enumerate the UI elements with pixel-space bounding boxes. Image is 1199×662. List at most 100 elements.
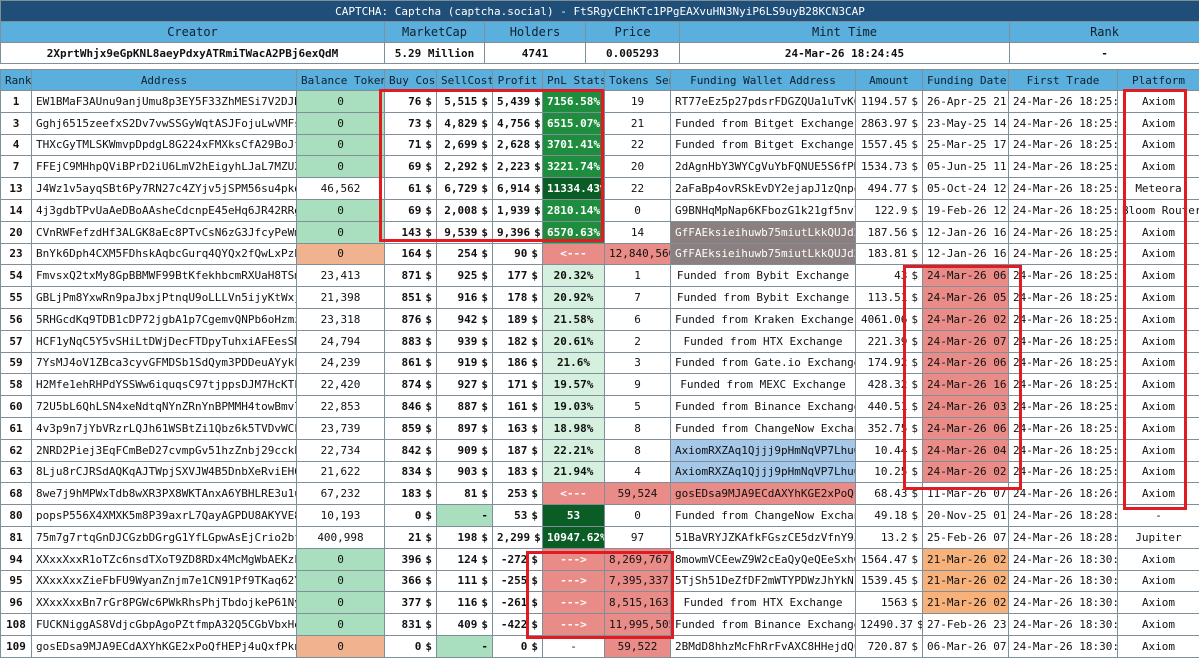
address-cell[interactable]: J4Wz1v5ayqSBt6Py7RN27c4ZYjv5jSPM56su4pkd… (31, 177, 297, 200)
funding-wallet-cell[interactable]: Funded from Binance Exchange (670, 613, 856, 636)
table-row[interactable]: 60 72U5bL6QhLSN4xeNdtqNYnZRnYnBPMMH4towBm… (0, 395, 1199, 418)
table-row[interactable]: 3 Gghj6515zeefxS2Dv7vwSSGyWqtASJFojuLwVMF… (0, 111, 1199, 135)
funding-wallet-cell[interactable]: Funded from Binance Exchange (670, 395, 856, 418)
address-cell[interactable]: FFEjC9MHhpQViBPrD2iU6LmV2hEigyhLJaL7MZUZ… (31, 155, 297, 179)
table-row[interactable]: 58 H2Mfe1ehRHPdYSSWw6iquqsC97tjppsDJM7HcK… (0, 373, 1199, 397)
first-trade-cell: 24-Mar-26 18:30:19 (1008, 547, 1118, 571)
funding-wallet-cell[interactable]: RT77eEz5p27pdsrFDGZQUa1uTvK6JV (670, 90, 856, 113)
address-cell[interactable]: XXxxXxxBn7rGr8PGWc6PWkRhsPhjTbdojkeP61Ny… (31, 591, 297, 615)
funding-date-cell: 21-Mar-26 02:04 (922, 569, 1009, 593)
address-cell[interactable]: FUCKNiggAS8VdjcGbpAgoPZtfmpA32Q5CGbVbxHe… (31, 613, 297, 636)
table-row[interactable]: 57 HCF1yNqC5Y5vSHiLtDWjDecFTDpyTuhxiAFEes… (0, 329, 1199, 353)
funding-wallet-cell[interactable]: 2dAgnHbY3WYCgVuYbFQNUE5S6fPHh2 (670, 155, 856, 179)
table-row[interactable]: 61 4v3p9n7jYbVRzrLQJh61WSBtZi1Qbz6k5TVDvW… (0, 416, 1199, 440)
funding-wallet-cell[interactable]: Funded from ChangeNow Exchange (670, 504, 856, 527)
address-cell[interactable]: XXxxXxxR1oTZc6nsdTXoT9ZD8RDx4McMgWbAEKzk… (31, 547, 297, 571)
funding-wallet-cell[interactable]: Funded from Bybit Exchange (670, 286, 856, 309)
address-cell[interactable]: 5RHGcdKq9TDB1cDP72jgbA1p7CgemvQNPb6oHzmz… (31, 307, 297, 331)
address-cell[interactable]: 2NRD2Piej3EqFCmBeD27cvmpGv51hzZnbj29cckE… (31, 438, 297, 462)
funding-wallet-cell[interactable]: Funded from ChangeNow Exchange (670, 416, 856, 440)
address-cell[interactable]: THXcGyTMLSKWmvpDpdgL8G224xFMXksCfA29BoJf… (31, 133, 297, 157)
col-tokens-sent-header[interactable]: Tokens Sent (604, 69, 671, 91)
funding-wallet-cell[interactable]: 8mowmVCEewZ9W2cEaQyQeQEeSxhGr1 (670, 547, 856, 571)
address-cell[interactable]: 7YsMJ4oV1ZBca3cyvGFMDSb1SdQym3PDDeuAYykk… (31, 351, 297, 375)
table-row[interactable]: 23 BnYk6Dph4CXM5FDhskAqbcGurq4QYQx2fQwLxP… (0, 242, 1199, 266)
funding-wallet-cell[interactable]: 5TjSh51DeZfDF2mWTYPDWzJhYkNkMQ (670, 569, 856, 593)
table-row[interactable]: 7 FFEjC9MHhpQViBPrD2iU6LmV2hEigyhLJaL7MZU… (0, 155, 1199, 179)
address-cell[interactable]: 72U5bL6QhLSN4xeNdtqNYnZRnYnBPMMH4towBmv7… (31, 395, 297, 418)
col-rank-header[interactable]: Rank (0, 69, 32, 91)
table-row[interactable]: 4 THXcGyTMLSKWmvpDpdgL8G224xFMXksCfA29BoJ… (0, 133, 1199, 157)
table-row[interactable]: 94 XXxxXxxR1oTZc6nsdTXoT9ZD8RDx4McMgWbAEK… (0, 547, 1199, 571)
funding-wallet-cell[interactable]: 51BaVRYJZKAfkFGszCE5dzVfnY93BR (670, 525, 856, 549)
address-cell[interactable]: gosEDsa9MJA9ECdAXYhKGE2xPoQfHEPj4uQxfPkn… (31, 634, 297, 658)
address-cell[interactable]: 8Lju8rCJRSdAQKqAJTWpjSXVJW4B5DnbXeRviEH6… (31, 460, 297, 484)
first-trade-cell-value: 24-Mar-26 18:25:48 (1013, 400, 1117, 414)
table-row[interactable]: 59 7YsMJ4oV1ZBca3cyvGFMDSb1SdQym3PDDeuAYy… (0, 351, 1199, 375)
funding-wallet-cell[interactable]: Funded from Bybit Exchange (670, 264, 856, 288)
address-cell[interactable]: 8we7j9hMPWxTdb8wXR3PX8WKTAnxA6YBHLRE3u1u… (31, 482, 297, 506)
funding-wallet-cell[interactable]: GfFAEksieihuwb75miutLkkQUJd2vH (670, 220, 856, 244)
table-row[interactable]: 81 75m7g7rtqGnDJCGzbDGrgG1YfLGpwAsEjCrio2… (0, 525, 1199, 549)
table-row[interactable]: 20 CVnRWFefzdHf3ALGK8aEc8PTvCsN6zG3JfcyPe… (0, 220, 1199, 244)
table-row[interactable]: 108 FUCKNiggAS8VdjcGbpAgoPZtfmpA32Q5CGbVb… (0, 613, 1199, 636)
address-cell[interactable]: 4j3gdbTPvUaAeDBoAAsheCdcnpE45eHq6JR42RRg… (31, 198, 297, 222)
table-row[interactable]: 80 popsP556X4XMXK5m8P39axrL7QayAGPDU8AKYV… (0, 504, 1199, 527)
table-row[interactable]: 13 J4Wz1v5ayqSBt6Py7RN27c4ZYjv5jSPM56su4p… (0, 177, 1199, 200)
sell-cost-cell: 2,292 $ (436, 155, 493, 179)
table-row[interactable]: 68 8we7j9hMPWxTdb8wXR3PX8WKTAnxA6YBHLRE3u… (0, 482, 1199, 506)
col-profit-header[interactable]: Profit (492, 69, 543, 91)
funding-wallet-cell[interactable]: Funded from Bitget Exchange (670, 133, 856, 157)
funding-date-cell-value: 27-Feb-26 23:42 (927, 618, 1008, 632)
funding-wallet-cell[interactable]: 2aFaBp4ovRSkEvDY2ejapJ1zQnpo4r (670, 177, 856, 200)
col-amount-header[interactable]: Amount (855, 69, 923, 91)
table-row[interactable]: 95 XXxxXxxZieFbFU9WyanZnjm7e1CN91Pf9TKaq6… (0, 569, 1199, 593)
table-row[interactable]: 63 8Lju8rCJRSdAQKqAJTWpjSXVJW4B5DnbXeRviE… (0, 460, 1199, 484)
funding-wallet-cell[interactable]: Funded from Bitget Exchange (670, 111, 856, 135)
col-pnl-header[interactable]: PnL Stats (542, 69, 605, 91)
creator-address[interactable]: 2XprtWhjx9eGpKNL8aeyPdxyATRmiTWacA2PBj6e… (0, 42, 385, 64)
address-cell[interactable]: CVnRWFefzdHf3ALGK8aEc8PTvCsN6zG3JfcyPeWm… (31, 220, 297, 244)
currency-symbol: $ (425, 443, 432, 457)
col-buy-cost-header[interactable]: Buy Cost (384, 69, 437, 91)
funding-wallet-cell[interactable]: 2BMdD8hhzMcFhRrFvAXC8HHejdQuaT (670, 634, 856, 658)
table-row[interactable]: 54 FmvsxQ2txMy8GpBBMWF99BtKfekhbcmRXUaH8T… (0, 264, 1199, 288)
address-cell[interactable]: 75m7g7rtqGnDJCGzbDGrgG1YfLGpwAsEjCrio2bf… (31, 525, 297, 549)
address-cell[interactable]: FmvsxQ2txMy8GpBBMWF99BtKfekhbcmRXUaH8TSm… (31, 264, 297, 288)
table-row[interactable]: 96 XXxxXxxBn7rGr8PGWc6PWkRhsPhjTbdojkeP61… (0, 591, 1199, 615)
funding-wallet-cell[interactable]: G9BNHqMpNap6KFbozG1k21gf5nv7Fg (670, 198, 856, 222)
sell-cost-cell-value: 919 (457, 356, 478, 370)
address-cell[interactable]: XXxxXxxZieFbFU9WyanZnjm7e1CN91Pf9TKaq62Y… (31, 569, 297, 593)
funding-wallet-cell[interactable]: AxiomRXZAq1Qjjj9pHmNqVP7Lhu67w (670, 438, 856, 462)
address-cell[interactable]: Gghj6515zeefxS2Dv7vwSSGyWqtASJFojuLwVMFs… (31, 111, 297, 135)
table-row[interactable]: 62 2NRD2Piej3EqFCmBeD27cvmpGv51hzZnbj29cc… (0, 438, 1199, 462)
col-first-trade-header[interactable]: First Trade (1008, 69, 1118, 91)
address-cell[interactable]: BnYk6Dph4CXM5FDhskAqbcGurq4QYQx2fQwLxPzP… (31, 242, 297, 266)
address-cell[interactable]: EW1BMaF3AUnu9anjUmu8p3EY5F33ZhMESi7V2DJH… (31, 90, 297, 113)
address-cell[interactable]: 4v3p9n7jYbVRzrLQJh61WSBtZi1Qbz6k5TVDvWCk… (31, 416, 297, 440)
col-address-header[interactable]: Address (31, 69, 297, 91)
table-row[interactable]: 56 5RHGcdKq9TDB1cDP72jgbA1p7CgemvQNPb6oHz… (0, 307, 1199, 331)
address-cell[interactable]: GBLjPm8YxwRn9paJbxjPtnqU9oLLLVn5ijyKtWxj… (31, 286, 297, 309)
funding-wallet-cell[interactable]: gosEDsa9MJA9ECdAXYhKGE2xPoQfHE (670, 482, 856, 506)
funding-wallet-cell[interactable]: Funded from HTX Exchange (670, 591, 856, 615)
sell-cost-cell-value: 124 (457, 552, 478, 566)
funding-wallet-cell[interactable]: Funded from Gate.io Exchange (670, 351, 856, 375)
col-balance-header[interactable]: Balance Tokens (296, 69, 385, 91)
table-row[interactable]: 109 gosEDsa9MJA9ECdAXYhKGE2xPoQfHEPj4uQxf… (0, 634, 1199, 658)
col-funding-wallet-header[interactable]: Funding Wallet Address (670, 69, 856, 91)
funding-wallet-cell[interactable]: Funded from MEXC Exchange (670, 373, 856, 397)
address-cell[interactable]: H2Mfe1ehRHPdYSSWw6iquqsC97tjppsDJM7HcKTF… (31, 373, 297, 397)
address-cell[interactable]: popsP556X4XMXK5m8P39axrL7QayAGPDU8AKYVE8… (31, 504, 297, 527)
table-row[interactable]: 1 EW1BMaF3AUnu9anjUmu8p3EY5F33ZhMESi7V2DJ… (0, 90, 1199, 113)
col-platform-header[interactable]: Platform (1117, 69, 1199, 91)
table-row[interactable]: 14 4j3gdbTPvUaAeDBoAAsheCdcnpE45eHq6JR42R… (0, 198, 1199, 222)
table-row[interactable]: 55 GBLjPm8YxwRn9paJbxjPtnqU9oLLLVn5ijyKtW… (0, 286, 1199, 309)
col-funding-date-header[interactable]: Funding Date (922, 69, 1009, 91)
funding-wallet-cell[interactable]: Funded from HTX Exchange (670, 329, 856, 353)
address-cell[interactable]: HCF1yNqC5Y5vSHiLtDWjDecFTDpyTuhxiAFEesSM… (31, 329, 297, 353)
funding-wallet-cell[interactable]: Funded from Kraken Exchange (670, 307, 856, 331)
funding-wallet-cell[interactable]: AxiomRXZAq1Qjjj9pHmNqVP7Lhu67w (670, 460, 856, 484)
col-sell-cost-header[interactable]: SellCost (436, 69, 493, 91)
funding-wallet-cell[interactable]: GfFAEksieihuwb75miutLkkQUJd2vH (670, 242, 856, 266)
